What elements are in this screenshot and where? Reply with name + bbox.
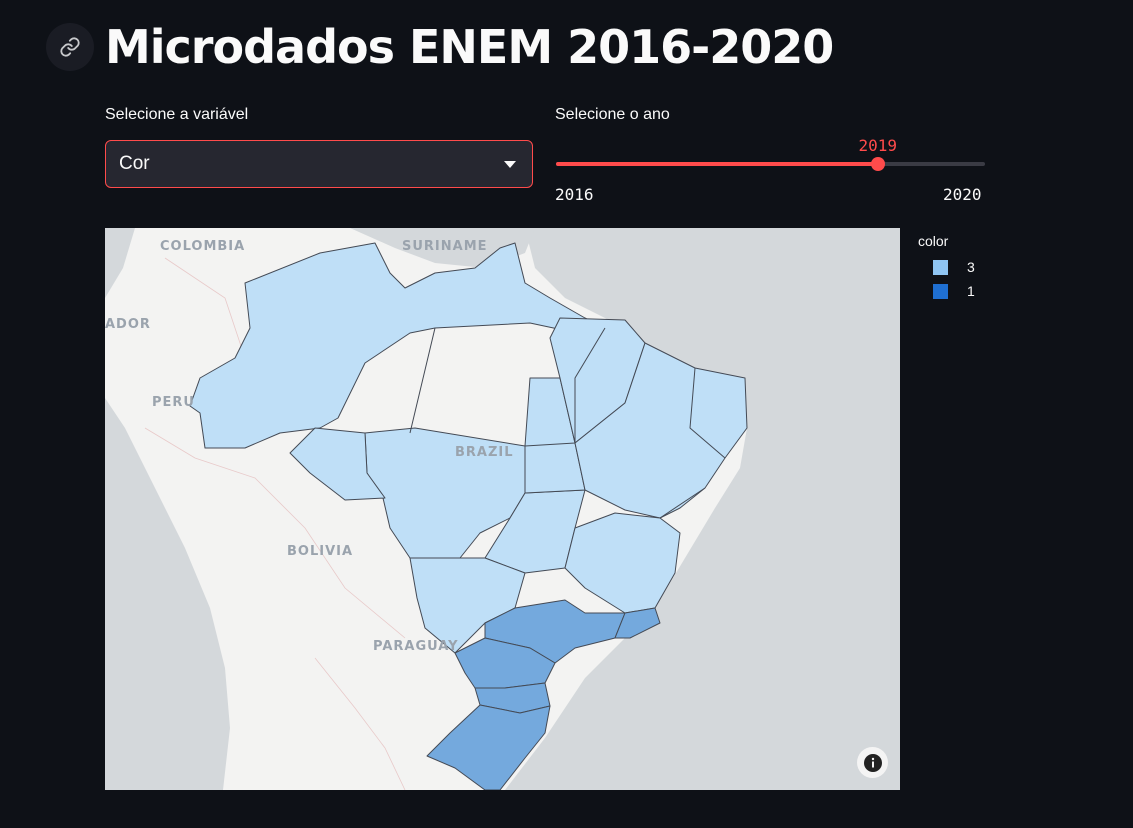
internal-divisions [409,327,726,519]
variable-select-value: Cor [119,153,150,174]
state-north [189,242,611,449]
map-label-suriname: SURINAME [402,239,488,254]
state-rio-grande-sul [426,704,551,790]
legend-item-label: 3 [967,259,975,275]
link-icon [60,37,80,57]
year-slider-fill [556,162,878,166]
page-title: Microdados ENEM 2016-2020 [105,20,834,74]
year-slider-label: Selecione o ano [555,106,670,123]
year-slider-value: 2019 [858,136,898,155]
map-label-paraguay: PARAGUAY [373,639,459,654]
variable-select[interactable]: Cor [105,140,533,188]
map-label-colombia: COLOMBIA [160,239,245,254]
state-rondonia [289,427,386,501]
variable-select-label: Selecione a variável [105,106,249,123]
map-legend: color 3 1 [918,233,975,303]
year-slider-max: 2020 [943,185,982,204]
year-slider-min: 2016 [555,185,594,204]
map-label-bolivia: BOLIVIA [287,544,353,559]
map-svg: COLOMBIA SURINAME ADOR PERU BRAZIL BOLIV… [105,228,900,790]
state-minas [564,512,681,614]
state-sao-paulo [484,599,626,664]
brazil-states [189,242,748,790]
state-goias [484,489,586,574]
legend-item[interactable]: 1 [933,279,975,303]
state-rio [614,607,661,639]
map-label-ecuador: ADOR [105,317,151,332]
legend-item-label: 1 [967,283,975,299]
legend-title: color [918,233,949,249]
legend-swatch [933,283,948,299]
info-icon [863,753,882,772]
year-slider-thumb[interactable] [870,157,885,171]
legend-item[interactable]: 3 [933,255,975,279]
choropleth-map[interactable]: COLOMBIA SURINAME ADOR PERU BRAZIL BOLIV… [105,228,900,790]
chevron-down-icon [504,161,516,168]
link-anchor-button[interactable] [46,23,94,71]
map-label-peru: PERU [152,395,195,410]
legend-swatch [933,259,948,275]
map-info-button[interactable] [857,747,888,778]
pacific-coast [105,228,230,790]
map-label-brazil: BRAZIL [455,445,514,460]
